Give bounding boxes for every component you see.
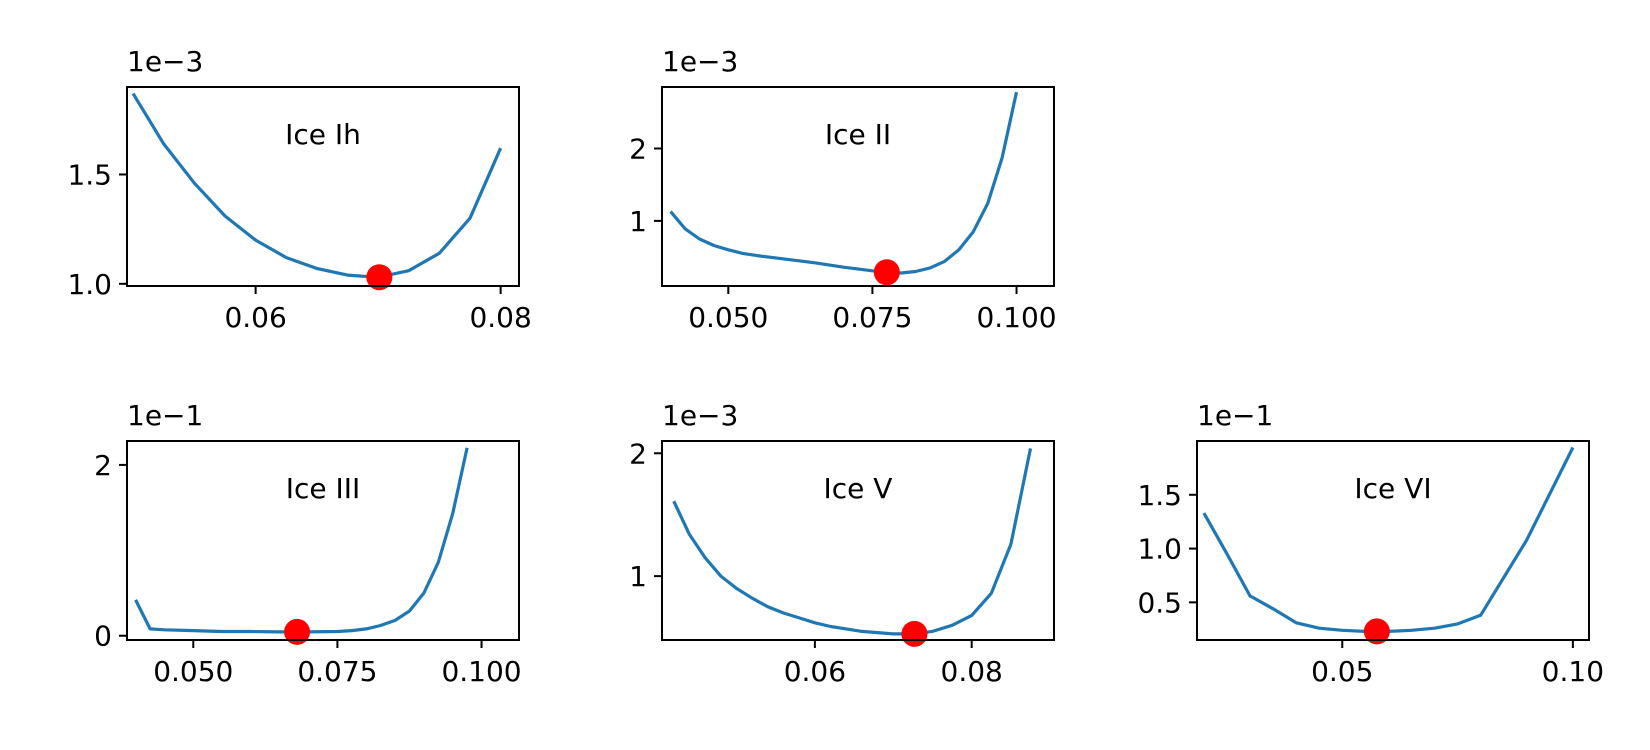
y-tick-label: 0.5 xyxy=(1137,586,1182,619)
subplot-2: 0.050 0.075 0.100 1 2 1e−3 Ice II xyxy=(629,45,1056,334)
subplot-1: 0.06 0.08 1.0 1.5 1e−3 Ice Ih xyxy=(67,45,531,334)
y-tick-label: 2 xyxy=(629,133,647,166)
y-tick-label: 1.5 xyxy=(67,158,112,191)
subplot-5: 0.05 0.10 0.5 1.0 1.5 1e−1 Ice VI xyxy=(1137,399,1604,688)
x-tick-label: 0.06 xyxy=(784,655,846,688)
minimum-marker xyxy=(284,618,311,645)
y-tick-label: 2 xyxy=(629,437,647,470)
series-line xyxy=(131,92,503,279)
offset-label: 1e−1 xyxy=(1197,399,1273,432)
series-line xyxy=(669,91,1019,275)
x-tick-label: 0.08 xyxy=(469,301,531,334)
y-tick-label: 1.0 xyxy=(67,268,112,301)
panel-annotation: Ice Ih xyxy=(285,118,361,151)
minimum-marker xyxy=(901,620,928,647)
y-tick-label: 1 xyxy=(629,205,647,238)
x-tick-label: 0.10 xyxy=(1542,655,1604,688)
minimum-marker xyxy=(366,264,393,291)
series-line xyxy=(134,447,469,634)
axes-frame xyxy=(661,86,1055,287)
subplot-4: 0.06 0.08 1 2 1e−3 Ice V xyxy=(629,399,1055,688)
x-tick-label: 0.050 xyxy=(688,301,768,334)
x-tick-label: 0.050 xyxy=(153,655,233,688)
panel-annotation: Ice II xyxy=(825,118,891,151)
offset-label: 1e−1 xyxy=(127,399,203,432)
x-tick-label: 0.06 xyxy=(224,301,286,334)
y-tick-label: 1.0 xyxy=(1137,533,1182,566)
x-tick-label: 0.08 xyxy=(941,655,1003,688)
x-tick-label: 0.100 xyxy=(976,301,1056,334)
y-tick-label: 2 xyxy=(94,449,112,482)
offset-label: 1e−3 xyxy=(662,45,738,78)
y-tick-label: 0 xyxy=(94,620,112,653)
panel-annotation: Ice III xyxy=(286,472,361,505)
offset-label: 1e−3 xyxy=(662,399,738,432)
minimum-marker xyxy=(873,259,900,286)
minimum-marker xyxy=(1363,618,1390,645)
x-tick-label: 0.075 xyxy=(297,655,377,688)
x-tick-label: 0.100 xyxy=(441,655,521,688)
axes-frame xyxy=(126,440,520,641)
y-tick-label: 1.5 xyxy=(1137,479,1182,512)
series-line xyxy=(672,448,1033,636)
axes-frame xyxy=(661,440,1055,641)
y-tick-label: 1 xyxy=(629,560,647,593)
panel-annotation: Ice VI xyxy=(1354,472,1431,505)
x-tick-label: 0.075 xyxy=(832,301,912,334)
offset-label: 1e−3 xyxy=(127,45,203,78)
subplot-3: 0.050 0.075 0.100 0 2 1e−1 Ice III xyxy=(94,399,521,688)
axes-frame xyxy=(126,86,520,287)
x-tick-label: 0.05 xyxy=(1311,655,1373,688)
panel-annotation: Ice V xyxy=(824,472,893,505)
axes-frame xyxy=(1196,440,1590,641)
